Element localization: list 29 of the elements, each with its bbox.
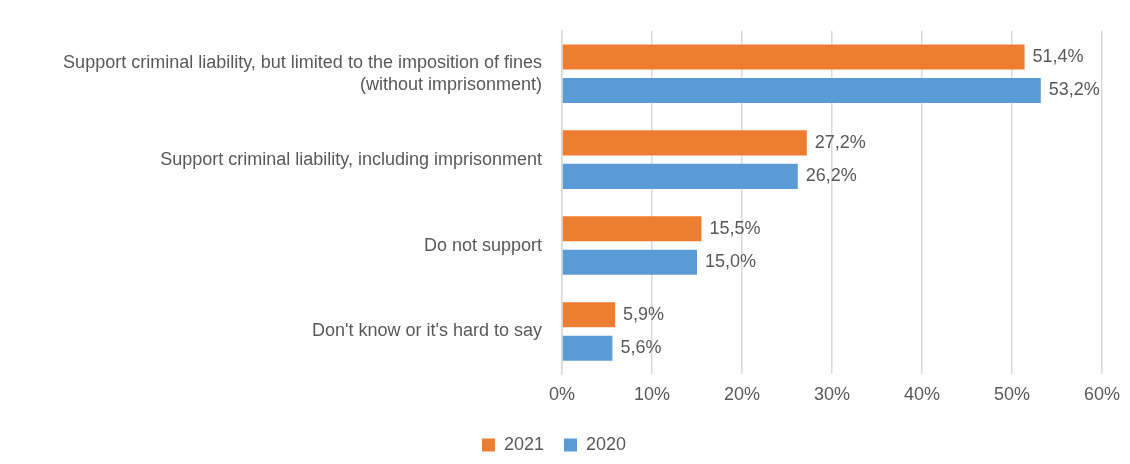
- y-tick-label: Support criminal liability, but limited to the imposition of fines (without imprisonment): [63, 51, 542, 94]
- data-label: 15,0%: [705, 251, 757, 272]
- x-tick-label: 40%: [903, 384, 941, 405]
- x-tick-label: 50%: [993, 384, 1030, 405]
- y-tick-label: Don't know or it's hard to say: [312, 320, 542, 341]
- bar: [562, 130, 807, 156]
- data-label: 53,2%: [1048, 79, 1100, 100]
- y-tick-label: Do not support: [423, 234, 542, 255]
- bar: [562, 302, 616, 328]
- data-label: 27,2%: [814, 131, 866, 152]
- data-label: 51,4%: [1032, 45, 1084, 66]
- x-tick-label: 10%: [633, 384, 671, 405]
- legend-label: 2020: [586, 433, 627, 454]
- bar: [562, 163, 798, 189]
- bar: [562, 77, 1041, 104]
- data-label: 5,9%: [623, 303, 665, 324]
- bar: [562, 249, 697, 275]
- bar: [562, 216, 702, 242]
- x-tick-label: 0%: [548, 384, 576, 405]
- x-tick-label: 20%: [723, 384, 761, 405]
- legend-label: 2021: [503, 433, 544, 454]
- bar: [562, 335, 613, 361]
- data-label: 26,2%: [805, 165, 857, 186]
- bar: [562, 44, 1025, 70]
- data-label: 15,5%: [709, 217, 761, 238]
- x-tick-label: 60%: [1083, 384, 1120, 405]
- x-tick-label: 30%: [813, 384, 851, 405]
- y-tick-label: Support criminal liability, including imprisonment: [160, 148, 542, 169]
- data-label: 5,6%: [620, 337, 662, 358]
